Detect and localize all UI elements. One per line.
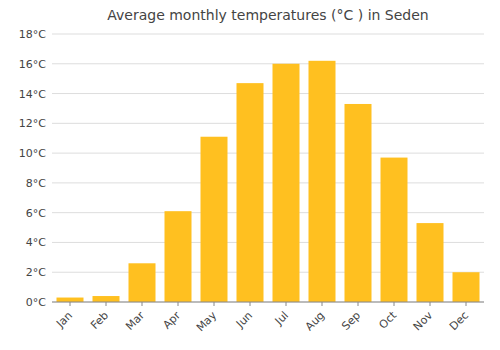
x-tick-label: Mar: [123, 309, 147, 333]
x-tick: [430, 302, 431, 306]
grid-line: [52, 302, 484, 303]
y-tick-label: 6°C: [26, 207, 46, 220]
y-tick-label: 18°C: [19, 28, 46, 41]
x-tick-label: Dec: [447, 309, 471, 333]
grid-line: [52, 63, 484, 64]
grid-line: [52, 212, 484, 213]
x-axis: Jan Feb Mar Apr May Jun Jul Aug Sep Oct Nov Dec: [52, 302, 484, 334]
x-tick-label: Apr: [160, 309, 183, 332]
x-tick-label: Jun: [233, 309, 255, 331]
grid-line: [52, 123, 484, 124]
bar: [165, 211, 192, 302]
y-tick-label: 2°C: [26, 266, 46, 279]
y-tick-label: 0°C: [26, 296, 46, 309]
x-tick: [106, 302, 107, 306]
chart-svg: Average monthly temperatures (°C ) in Se…: [0, 0, 500, 350]
x-axis-line: [52, 302, 484, 303]
grid-line: [52, 153, 484, 154]
bar: [129, 263, 156, 302]
y-tick-label: 12°C: [19, 117, 46, 130]
bar: [57, 298, 84, 302]
x-tick-label: Jul: [272, 309, 291, 328]
bar: [309, 61, 336, 302]
x-tick-label: May: [194, 309, 220, 335]
y-tick-label: 4°C: [26, 236, 46, 249]
x-tick-label: Nov: [411, 309, 436, 334]
y-tick-label: 16°C: [19, 58, 46, 71]
x-tick: [322, 302, 323, 306]
grid-line: [52, 93, 484, 94]
chart-container: Average monthly temperatures (°C ) in Se…: [0, 0, 500, 350]
y-tick-label: 8°C: [26, 177, 46, 190]
bar: [237, 83, 264, 302]
grid-line: [52, 34, 484, 35]
x-tick: [142, 302, 143, 306]
x-tick-label: Oct: [376, 308, 399, 331]
bar: [381, 158, 408, 302]
bar: [345, 104, 372, 302]
x-tick-label: Sep: [339, 309, 363, 333]
x-tick: [178, 302, 179, 306]
x-tick: [466, 302, 467, 306]
bar: [93, 296, 120, 302]
x-tick: [250, 302, 251, 306]
x-tick: [394, 302, 395, 306]
y-axis: 0°C 2°C 4°C 6°C 8°C 10°C 12°C 14°C 16°C 18°C: [19, 28, 46, 309]
x-tick: [358, 302, 359, 306]
x-tick: [214, 302, 215, 306]
x-tick-label: Jan: [53, 309, 75, 331]
x-tick: [286, 302, 287, 306]
bars: [57, 61, 480, 302]
chart-title: Average monthly temperatures (°C ) in Se…: [107, 7, 428, 23]
y-tick-label: 10°C: [19, 147, 46, 160]
bar: [417, 223, 444, 302]
grid: [52, 34, 484, 302]
bar: [201, 137, 228, 302]
bar: [453, 272, 480, 302]
x-tick-label: Feb: [88, 309, 111, 332]
x-tick-label: Aug: [303, 309, 327, 333]
bar: [273, 64, 300, 302]
x-tick: [70, 302, 71, 306]
y-tick-label: 14°C: [19, 88, 46, 101]
grid-line: [52, 182, 484, 183]
